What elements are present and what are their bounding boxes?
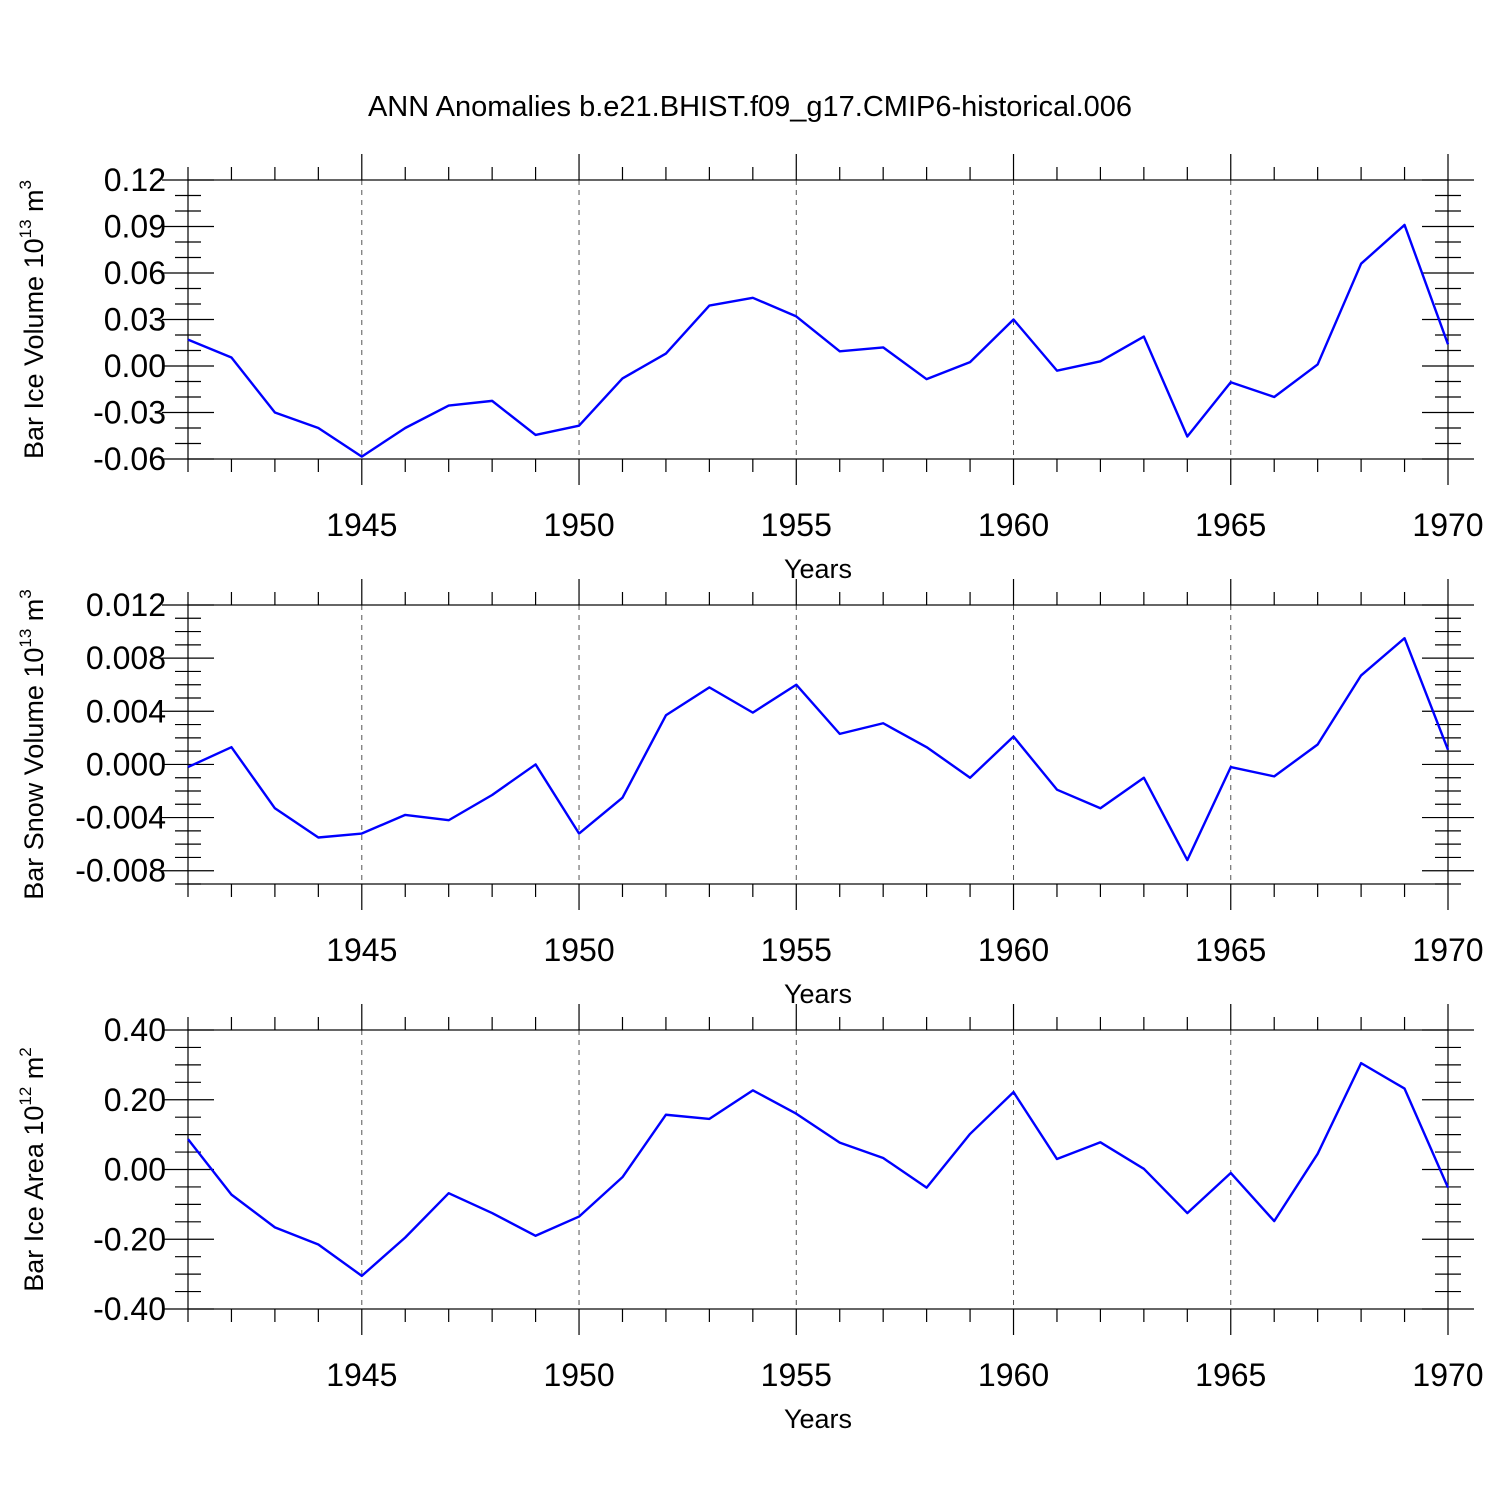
x-tick-label: 1960 xyxy=(978,932,1049,968)
x-tick-label: 1950 xyxy=(543,507,614,543)
x-tick-label: 1970 xyxy=(1412,507,1483,543)
y-tick-label: 0.00 xyxy=(104,348,166,384)
plot-frame xyxy=(187,1029,1449,1310)
y-tick-label: -0.004 xyxy=(75,800,166,836)
x-tick-label: 1960 xyxy=(978,507,1049,543)
y-tick-label: 0.09 xyxy=(104,209,166,245)
x-tick-label: 1945 xyxy=(326,932,397,968)
y-tick-label: -0.40 xyxy=(93,1291,166,1327)
y-tick-label: -0.008 xyxy=(75,853,166,889)
series-line xyxy=(187,637,1450,862)
y-tick-label: 0.000 xyxy=(86,746,166,782)
x-tick-label: 1955 xyxy=(761,1357,832,1393)
y-tick-label: 0.03 xyxy=(104,302,166,338)
panel-2: -0.008 -0.004 0.000 0.004 0.008 0.012 1945 1950… xyxy=(16,579,1484,1009)
panel-1: -0.06 -0.03 0.00 0.03 0.06 0.09 0.12 1945 1950 19… xyxy=(16,154,1484,584)
plot-frame xyxy=(187,179,1449,460)
y-tick-label: 0.12 xyxy=(104,162,166,198)
x-tick-label: 1955 xyxy=(761,932,832,968)
x-tick-label: 1950 xyxy=(543,1357,614,1393)
y-tick-label: -0.20 xyxy=(93,1221,166,1257)
series-line xyxy=(187,1061,1450,1278)
y-tick-label: 0.20 xyxy=(104,1082,166,1118)
y-axis-title: Bar Ice Area 1012 m2 xyxy=(16,1047,49,1292)
x-tick-label: 1970 xyxy=(1412,1357,1483,1393)
y-tick-label: -0.06 xyxy=(93,441,166,477)
series-line xyxy=(187,223,1450,458)
x-tick-label: 1965 xyxy=(1195,507,1266,543)
y-tick-label: 0.012 xyxy=(86,587,166,623)
x-tick-label: 1955 xyxy=(761,507,832,543)
y-tick-label: 0.40 xyxy=(104,1012,166,1048)
y-axis-title: Bar Snow Volume 1013 m3 xyxy=(16,589,49,900)
x-axis-title: Years xyxy=(784,554,852,584)
x-tick-label: 1945 xyxy=(326,507,397,543)
figure-title: ANN Anomalies b.e21.BHIST.f09_g17.CMIP6-… xyxy=(368,91,1132,123)
x-tick-label: 1965 xyxy=(1195,1357,1266,1393)
x-axis-title: Years xyxy=(784,1404,852,1434)
y-tick-label: -0.03 xyxy=(93,395,166,431)
panel-3: -0.40 -0.20 0.00 0.20 0.40 1945 1950 1955 1960 19… xyxy=(16,1004,1484,1434)
x-tick-label: 1950 xyxy=(543,932,614,968)
x-tick-label: 1945 xyxy=(326,1357,397,1393)
y-tick-label: 0.004 xyxy=(86,693,166,729)
x-tick-label: 1960 xyxy=(978,1357,1049,1393)
y-tick-label: 0.008 xyxy=(86,640,166,676)
plot-frame xyxy=(187,604,1449,885)
x-tick-label: 1965 xyxy=(1195,932,1266,968)
y-tick-label: 0.06 xyxy=(104,255,166,291)
y-axis-title: Bar Ice Volume 1013 m3 xyxy=(16,180,49,459)
x-tick-label: 1970 xyxy=(1412,932,1483,968)
x-axis-title: Years xyxy=(784,979,852,1009)
y-tick-label: 0.00 xyxy=(104,1152,166,1188)
